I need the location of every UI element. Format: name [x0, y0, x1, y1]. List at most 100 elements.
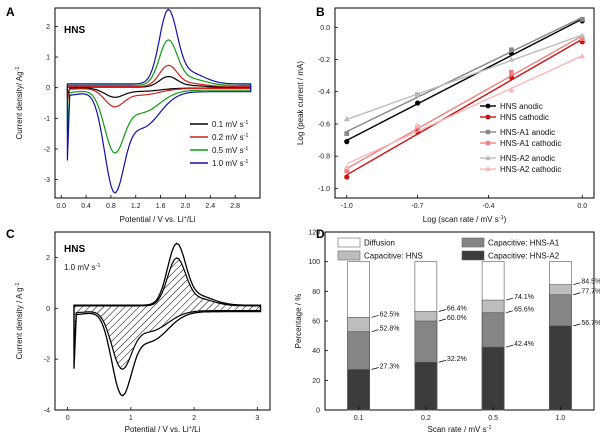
panel-a-ytick-label: -1 [44, 116, 50, 123]
panel-label-b: B [316, 5, 325, 19]
panel-b-ytick-label: -0.8 [318, 154, 330, 161]
panel-d-legend-label: Capacitive: HNS-A1 [488, 239, 560, 248]
panel-d-label-arrow [506, 344, 514, 348]
panel-d-data-label: 65.6% [514, 307, 534, 314]
panel-d-ytick-label: 100 [308, 259, 320, 266]
panel-d-label-arrow [573, 292, 581, 296]
panel-b-fit-line [346, 55, 583, 165]
panel-d-data-label: 77.7% [581, 289, 600, 296]
panel-b-point [508, 56, 515, 62]
panel-d-legend-swatch [461, 237, 485, 248]
panel-b-point [508, 47, 514, 53]
panel-a-legend-label: 1.0 mV s-1 [212, 159, 248, 168]
panel-a-ytick-label: 2 [46, 24, 50, 31]
panel-a-ytick-label: -3 [44, 177, 50, 184]
panel-b-point [344, 174, 350, 180]
panel-c-frame [54, 231, 271, 411]
panel-a-ylabel: Current density/ Ag-1 [15, 67, 24, 140]
panel-label-c: C [6, 227, 15, 241]
panel-b-ytick-label: -0.4 [318, 89, 330, 96]
panel-d-legend-label: Capacitive: HNS-A2 [488, 252, 560, 261]
panel-b-ylabel: Log (peak current / mA) [296, 61, 305, 145]
panel-a-cv-curves: 0.0 0.4 0.8 1.2 1.6 2.0 2.4 2.8 -3 -2 -1 0 1 2 HNS Pote… [15, 7, 261, 224]
panel-b-legend-label: HNS-A2 anodic [500, 154, 555, 163]
panel-d-ytick-label: 0 [316, 408, 320, 415]
panel-c-total-cv-curve [73, 242, 262, 397]
panel-d-bar-capacitive-hns-a2 [347, 369, 370, 411]
panel-d-data-label: 32.2% [447, 356, 467, 363]
panel-b-xlabel: Log (scan rate / mV s-1) [423, 215, 507, 224]
panel-b-point [579, 36, 585, 41]
panel-b-fit-line [346, 35, 583, 170]
panel-b-point [343, 164, 350, 170]
panel-b-ytick-label: -0.2 [318, 57, 330, 64]
panel-b-legend-label: HNS anodic [500, 102, 543, 111]
panel-b-point [579, 53, 586, 59]
panel-d-label-arrow [573, 282, 581, 285]
panel-a-xtick-label: 0.8 [106, 203, 116, 210]
panel-a-ytick-label: 1 [46, 55, 50, 62]
panel-d-data-label: 56.7% [581, 320, 600, 327]
panel-b-point [579, 32, 586, 38]
panel-b-point [414, 91, 421, 98]
panel-label-d: D [316, 227, 325, 241]
panel-d-legend-swatch [461, 250, 485, 261]
panel-d-legend-swatch [337, 237, 361, 248]
panel-b-fit-line [346, 34, 583, 121]
panel-c-xtick-label: 2 [192, 415, 196, 422]
panel-b-fit-line [346, 18, 583, 141]
panel-b-legend-label: HNS cathodic [500, 113, 549, 122]
panel-c-xtick-label: 3 [255, 415, 259, 422]
panel-a-ytick-label: -2 [44, 146, 50, 153]
panel-d-data-label: 74.1% [514, 294, 534, 301]
panel-a-xtick-label: 1.2 [131, 203, 141, 210]
panel-a-xtick-label: 2.0 [181, 203, 191, 210]
panel-d-ylabel: Percentage / % [294, 294, 303, 349]
panel-b-fit-line [346, 16, 583, 133]
panel-d-label-arrow [506, 310, 514, 314]
panel-d-xtick-label: 0.1 [354, 415, 364, 422]
panel-b-frame [334, 7, 595, 199]
panel-c-xtick-label: 0 [66, 415, 70, 422]
panel-b-legend-label: HNS-A2 cathodic [500, 165, 561, 174]
panel-b-xtick-label: -1.0 [341, 203, 353, 210]
panel-d-legend-swatch [337, 250, 361, 261]
panel-b-legend-marker [485, 155, 491, 160]
panel-a-frame [54, 7, 261, 199]
panel-d-label-arrow [573, 323, 581, 327]
panel-d-ytick-label: 40 [312, 348, 320, 355]
panel-b-point [344, 139, 350, 145]
panel-c-ytick-label: -2 [44, 357, 50, 364]
panel-d-ytick-label: 120 [308, 230, 320, 237]
panel-a-title: HNS [64, 25, 85, 36]
panel-c-ylabel: Current density / A g-1 [15, 283, 24, 360]
panel-d-label-arrow [438, 318, 446, 322]
panel-b-point [579, 16, 585, 22]
panel-b-point [415, 100, 421, 106]
panel-b-point [508, 70, 514, 75]
panel-b-point [414, 122, 421, 128]
panel-a-xlabel: Potential / V vs. Li+/Li [120, 215, 196, 224]
panel-b-log-plot: -1.0 -0.7 -0.4 0.0 -1.0 -0.8 -0.6 -0.4 -0.2 0.0 Lo… [296, 7, 595, 224]
panel-d-data-label: 62.5% [380, 311, 400, 318]
panel-b-point [344, 131, 350, 136]
panel-c-xtick-label: 1 [129, 415, 133, 422]
panel-b-legend-label: HNS-A1 anodic [500, 128, 555, 137]
panel-b-xtick-label: -0.7 [411, 203, 423, 210]
panel-b-legend-marker [485, 140, 491, 146]
panel-d-bar-capacitive-hns-a2 [549, 325, 572, 411]
panel-a-xtick-label: 2.8 [230, 203, 240, 210]
panel-b-ytick-label: -0.6 [318, 121, 330, 128]
panel-a-ytick-label: 0 [46, 85, 50, 92]
panel-d-xtick-label: 0.5 [488, 415, 498, 422]
panel-d-data-label: 52.8% [380, 326, 400, 333]
panel-d-data-label: 66.4% [447, 306, 467, 313]
panel-b-legend-label: HNS-A1 cathodic [500, 139, 561, 148]
panel-b-point [344, 168, 350, 174]
panel-c-scan-rate-note: 1.0 mV s-1 [64, 263, 100, 272]
panel-d-ytick-label: 20 [312, 378, 320, 385]
panel-d-xtick-label: 0.2 [421, 415, 431, 422]
panel-d-bar-capacitive-hns-a2 [481, 346, 505, 411]
panel-d-data-label: 84.5% [581, 279, 600, 286]
